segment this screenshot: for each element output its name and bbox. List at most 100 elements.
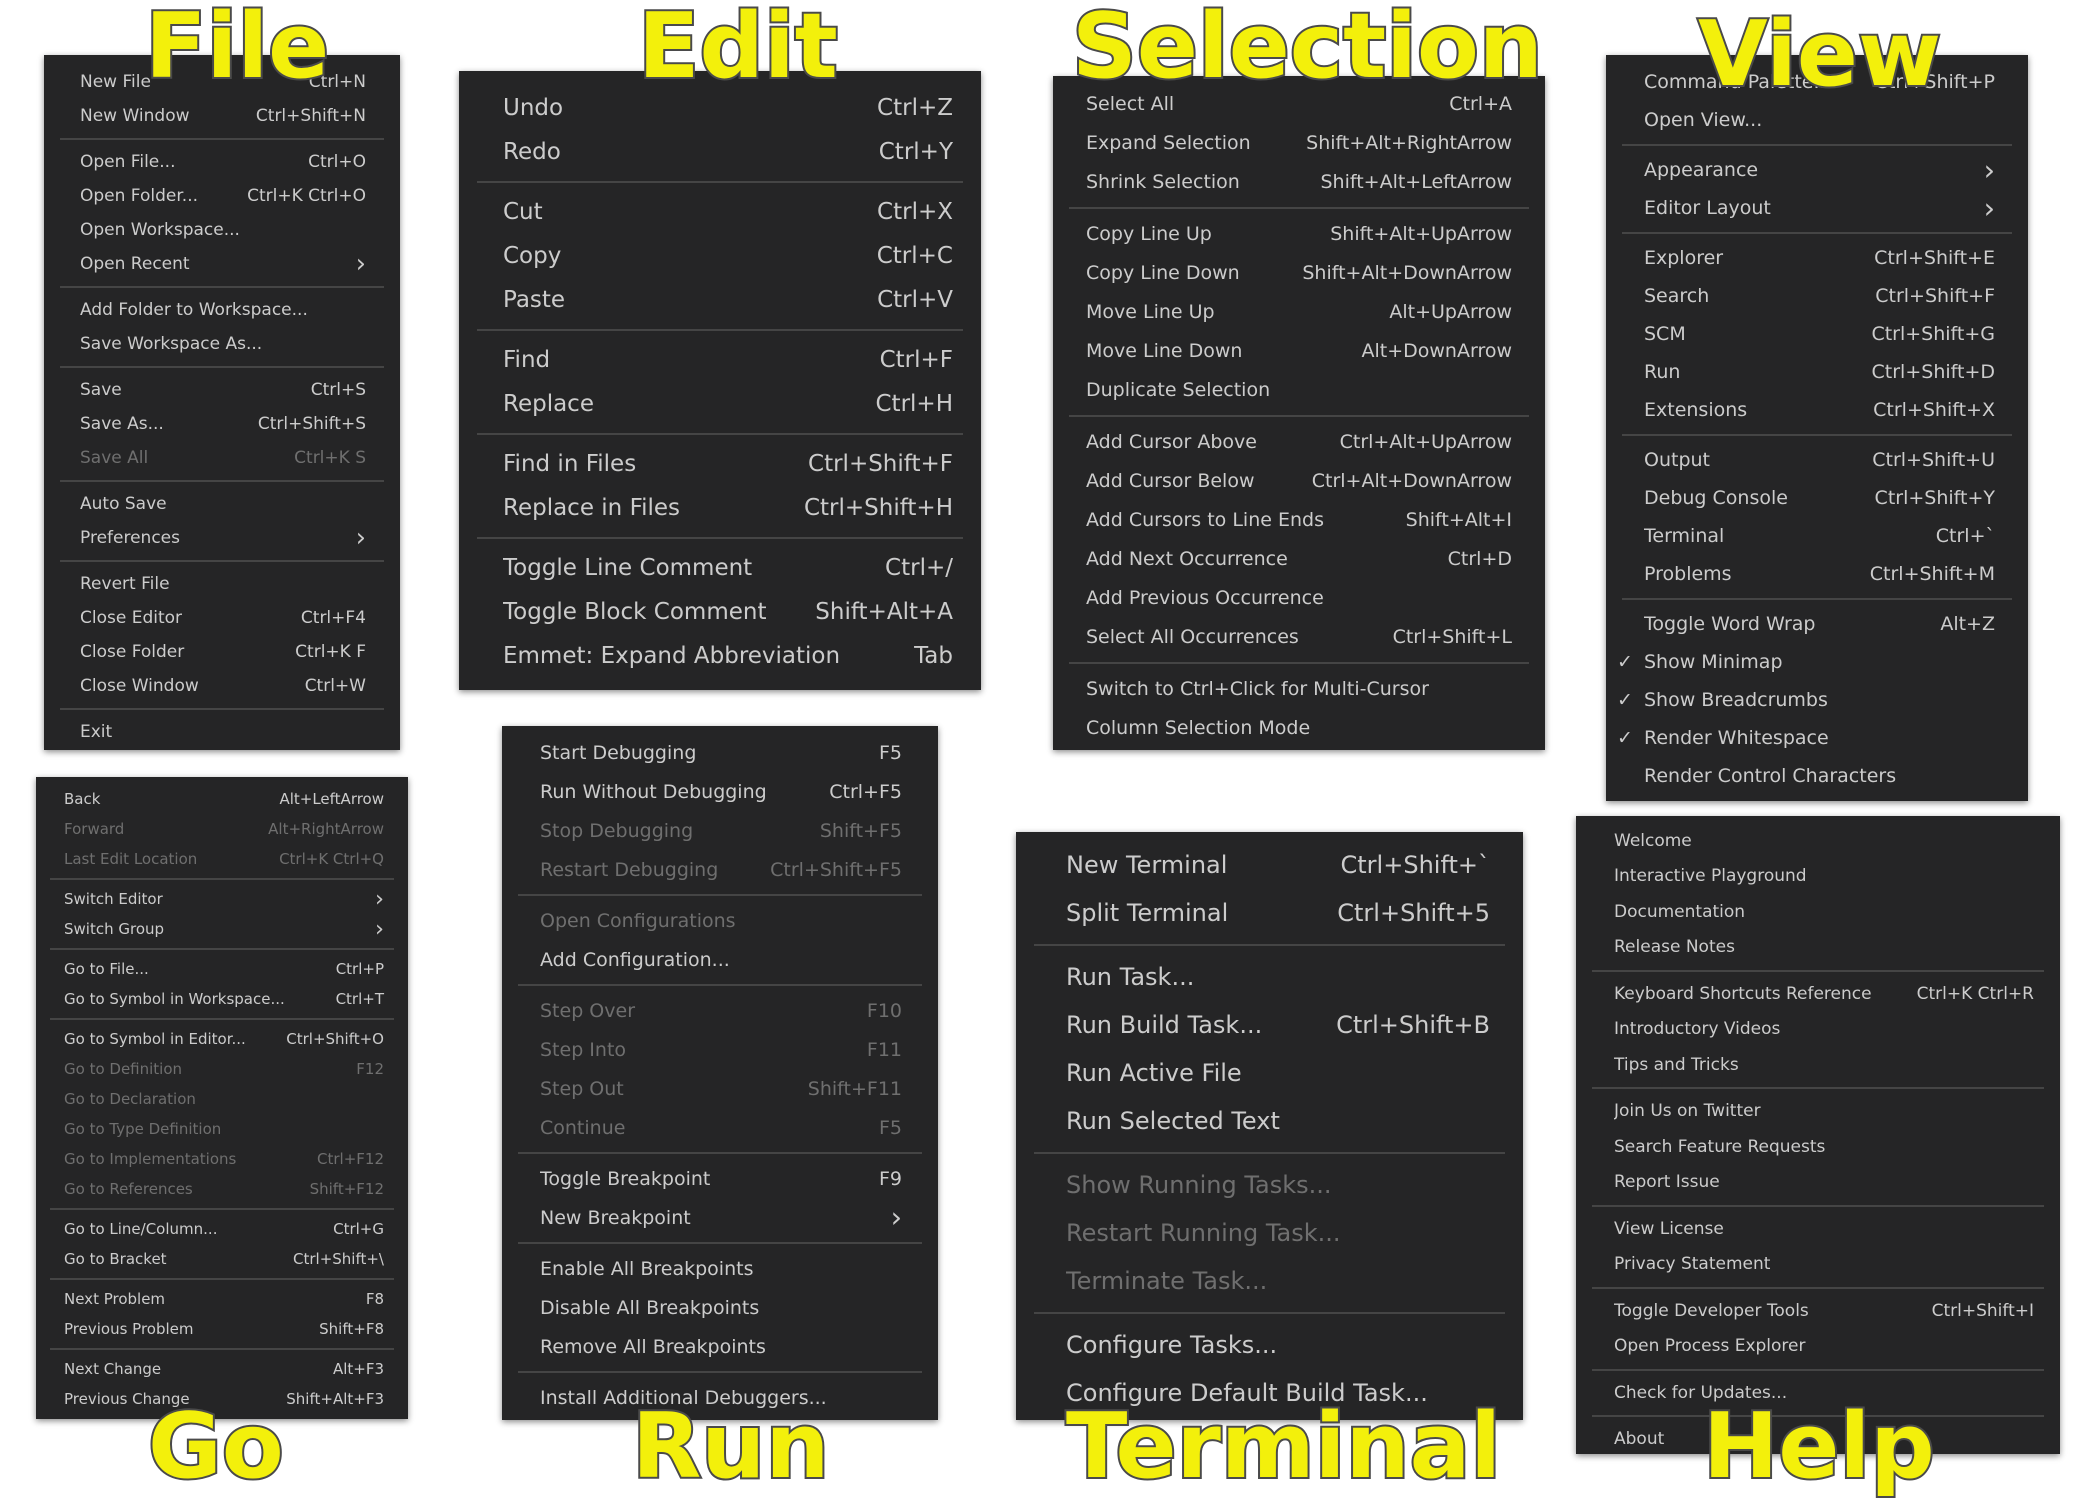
menu-item-scm[interactable]: SCM Ctrl+Shift+G <box>1606 315 2028 353</box>
menu-item-show-running-tasks[interactable]: Show Running Tasks... <box>1016 1161 1523 1209</box>
menu-item-close-folder[interactable]: Close Folder Ctrl+K F <box>44 635 400 669</box>
menu-item-paste[interactable]: Paste Ctrl+V <box>459 278 981 322</box>
menu-item-show-breadcrumbs[interactable]: ✓ Show Breadcrumbs <box>1606 681 2028 719</box>
menu-item-redo[interactable]: Redo Ctrl+Y <box>459 130 981 174</box>
menu-item-go-to-declaration[interactable]: Go to Declaration <box>36 1084 408 1114</box>
menu-item-add-configuration[interactable]: Add Configuration... <box>502 940 938 979</box>
menu-item-continue[interactable]: Continue F5 <box>502 1108 938 1147</box>
menu-item-configure-tasks[interactable]: Configure Tasks... <box>1016 1321 1523 1369</box>
menu-item-next-change[interactable]: Next Change Alt+F3 <box>36 1354 408 1384</box>
menu-item-open-view[interactable]: Open View... <box>1606 101 2028 139</box>
menu-item-introductory-videos[interactable]: Introductory Videos <box>1576 1012 2060 1048</box>
menu-item-add-previous-occurrence[interactable]: Add Previous Occurrence <box>1053 578 1545 617</box>
menu-item-copy-line-up[interactable]: Copy Line Up Shift+Alt+UpArrow <box>1053 214 1545 253</box>
menu-item-problems[interactable]: Problems Ctrl+Shift+M <box>1606 555 2028 593</box>
menu-item-search-feature-requests[interactable]: Search Feature Requests <box>1576 1129 2060 1165</box>
menu-item-join-us-on-twitter[interactable]: Join Us on Twitter <box>1576 1094 2060 1130</box>
menu-item-save[interactable]: Save Ctrl+S <box>44 373 400 407</box>
menu-item-open-process-explorer[interactable]: Open Process Explorer <box>1576 1329 2060 1365</box>
menu-item-select-all[interactable]: Select All Ctrl+A <box>1053 84 1545 123</box>
menu-item-open-file[interactable]: Open File... Ctrl+O <box>44 145 400 179</box>
menu-item-switch-to-ctrl-click-for-multi-cursor[interactable]: Switch to Ctrl+Click for Multi-Cursor <box>1053 669 1545 708</box>
menu-item-column-selection-mode[interactable]: Column Selection Mode <box>1053 708 1545 747</box>
menu-item-terminate-task[interactable]: Terminate Task... <box>1016 1257 1523 1305</box>
menu-item-check-for-updates[interactable]: Check for Updates... <box>1576 1375 2060 1411</box>
menu-item-find[interactable]: Find Ctrl+F <box>459 338 981 382</box>
menu-item-explorer[interactable]: Explorer Ctrl+Shift+E <box>1606 239 2028 277</box>
menu-item-add-next-occurrence[interactable]: Add Next Occurrence Ctrl+D <box>1053 539 1545 578</box>
menu-item-enable-all-breakpoints[interactable]: Enable All Breakpoints <box>502 1249 938 1288</box>
menu-item-keyboard-shortcuts-reference[interactable]: Keyboard Shortcuts Reference Ctrl+K Ctrl+… <box>1576 976 2060 1012</box>
menu-item-view-license[interactable]: View License <box>1576 1211 2060 1247</box>
menu-item-search[interactable]: Search Ctrl+Shift+F <box>1606 277 2028 315</box>
menu-item-go-to-line-column[interactable]: Go to Line/Column... Ctrl+G <box>36 1214 408 1244</box>
menu-item-add-folder-to-workspace[interactable]: Add Folder to Workspace... <box>44 293 400 327</box>
menu-item-add-cursor-above[interactable]: Add Cursor Above Ctrl+Alt+UpArrow <box>1053 422 1545 461</box>
menu-item-copy-line-down[interactable]: Copy Line Down Shift+Alt+DownArrow <box>1053 253 1545 292</box>
menu-item-run[interactable]: Run Ctrl+Shift+D <box>1606 353 2028 391</box>
menu-item-configure-default-build-task[interactable]: Configure Default Build Task... <box>1016 1369 1523 1417</box>
menu-item-editor-layout[interactable]: Editor Layout › <box>1606 189 2028 227</box>
menu-item-open-workspace[interactable]: Open Workspace... <box>44 213 400 247</box>
menu-item-new-file[interactable]: New File Ctrl+N <box>44 65 400 99</box>
menu-item-about[interactable]: About <box>1576 1422 2060 1458</box>
menu-item-copy[interactable]: Copy Ctrl+C <box>459 234 981 278</box>
menu-item-show-minimap[interactable]: ✓ Show Minimap <box>1606 643 2028 681</box>
menu-item-go-to-type-definition[interactable]: Go to Type Definition <box>36 1114 408 1144</box>
menu-item-save-all[interactable]: Save All Ctrl+K S <box>44 441 400 475</box>
menu-item-split-terminal[interactable]: Split Terminal Ctrl+Shift+5 <box>1016 889 1523 937</box>
menu-item-previous-problem[interactable]: Previous Problem Shift+F8 <box>36 1314 408 1344</box>
menu-item-auto-save[interactable]: Auto Save <box>44 487 400 521</box>
menu-item-replace[interactable]: Replace Ctrl+H <box>459 382 981 426</box>
menu-item-exit[interactable]: Exit <box>44 715 400 749</box>
menu-item-debug-console[interactable]: Debug Console Ctrl+Shift+Y <box>1606 479 2028 517</box>
menu-item-run-task[interactable]: Run Task... <box>1016 953 1523 1001</box>
menu-item-welcome[interactable]: Welcome <box>1576 823 2060 859</box>
menu-item-start-debugging[interactable]: Start Debugging F5 <box>502 733 938 772</box>
menu-item-restart-debugging[interactable]: Restart Debugging Ctrl+Shift+F5 <box>502 850 938 889</box>
menu-item-run-active-file[interactable]: Run Active File <box>1016 1049 1523 1097</box>
menu-item-select-all-occurrences[interactable]: Select All Occurrences Ctrl+Shift+L <box>1053 617 1545 656</box>
menu-item-emmet-expand-abbreviation[interactable]: Emmet: Expand Abbreviation Tab <box>459 634 981 678</box>
menu-item-new-terminal[interactable]: New Terminal Ctrl+Shift+` <box>1016 841 1523 889</box>
menu-item-go-to-implementations[interactable]: Go to Implementations Ctrl+F12 <box>36 1144 408 1174</box>
menu-item-disable-all-breakpoints[interactable]: Disable All Breakpoints <box>502 1288 938 1327</box>
menu-item-go-to-definition[interactable]: Go to Definition F12 <box>36 1054 408 1084</box>
menu-item-go-to-symbol-in-editor[interactable]: Go to Symbol in Editor... Ctrl+Shift+O <box>36 1024 408 1054</box>
menu-item-render-control-characters[interactable]: Render Control Characters <box>1606 757 2028 795</box>
menu-item-toggle-line-comment[interactable]: Toggle Line Comment Ctrl+/ <box>459 546 981 590</box>
menu-item-output[interactable]: Output Ctrl+Shift+U <box>1606 441 2028 479</box>
menu-item-terminal[interactable]: Terminal Ctrl+` <box>1606 517 2028 555</box>
menu-item-add-cursors-to-line-ends[interactable]: Add Cursors to Line Ends Shift+Alt+I <box>1053 500 1545 539</box>
menu-item-preferences[interactable]: Preferences › <box>44 521 400 555</box>
menu-item-restart-running-task[interactable]: Restart Running Task... <box>1016 1209 1523 1257</box>
menu-item-next-problem[interactable]: Next Problem F8 <box>36 1284 408 1314</box>
menu-item-expand-selection[interactable]: Expand Selection Shift+Alt+RightArrow <box>1053 123 1545 162</box>
menu-item-install-additional-debuggers[interactable]: Install Additional Debuggers... <box>502 1378 938 1417</box>
menu-item-render-whitespace[interactable]: ✓ Render Whitespace <box>1606 719 2028 757</box>
menu-item-tips-and-tricks[interactable]: Tips and Tricks <box>1576 1047 2060 1083</box>
menu-item-move-line-down[interactable]: Move Line Down Alt+DownArrow <box>1053 331 1545 370</box>
menu-item-switch-group[interactable]: Switch Group › <box>36 914 408 944</box>
menu-item-toggle-word-wrap[interactable]: Toggle Word Wrap Alt+Z <box>1606 605 2028 643</box>
menu-item-new-window[interactable]: New Window Ctrl+Shift+N <box>44 99 400 133</box>
menu-item-stop-debugging[interactable]: Stop Debugging Shift+F5 <box>502 811 938 850</box>
menu-item-step-into[interactable]: Step Into F11 <box>502 1030 938 1069</box>
menu-item-report-issue[interactable]: Report Issue <box>1576 1165 2060 1201</box>
menu-item-switch-editor[interactable]: Switch Editor › <box>36 884 408 914</box>
menu-item-toggle-developer-tools[interactable]: Toggle Developer Tools Ctrl+Shift+I <box>1576 1293 2060 1329</box>
menu-item-duplicate-selection[interactable]: Duplicate Selection <box>1053 370 1545 409</box>
menu-item-find-in-files[interactable]: Find in Files Ctrl+Shift+F <box>459 442 981 486</box>
menu-item-toggle-breakpoint[interactable]: Toggle Breakpoint F9 <box>502 1159 938 1198</box>
menu-item-go-to-references[interactable]: Go to References Shift+F12 <box>36 1174 408 1204</box>
menu-item-open-configurations[interactable]: Open Configurations <box>502 901 938 940</box>
menu-item-revert-file[interactable]: Revert File <box>44 567 400 601</box>
menu-item-command-palette[interactable]: Command Palette... Ctrl+Shift+P <box>1606 63 2028 101</box>
menu-item-undo[interactable]: Undo Ctrl+Z <box>459 86 981 130</box>
menu-item-back[interactable]: Back Alt+LeftArrow <box>36 784 408 814</box>
menu-item-save-as[interactable]: Save As... Ctrl+Shift+S <box>44 407 400 441</box>
menu-item-go-to-symbol-in-workspace[interactable]: Go to Symbol in Workspace... Ctrl+T <box>36 984 408 1014</box>
menu-item-move-line-up[interactable]: Move Line Up Alt+UpArrow <box>1053 292 1545 331</box>
menu-item-open-folder[interactable]: Open Folder... Ctrl+K Ctrl+O <box>44 179 400 213</box>
menu-item-documentation[interactable]: Documentation <box>1576 894 2060 930</box>
